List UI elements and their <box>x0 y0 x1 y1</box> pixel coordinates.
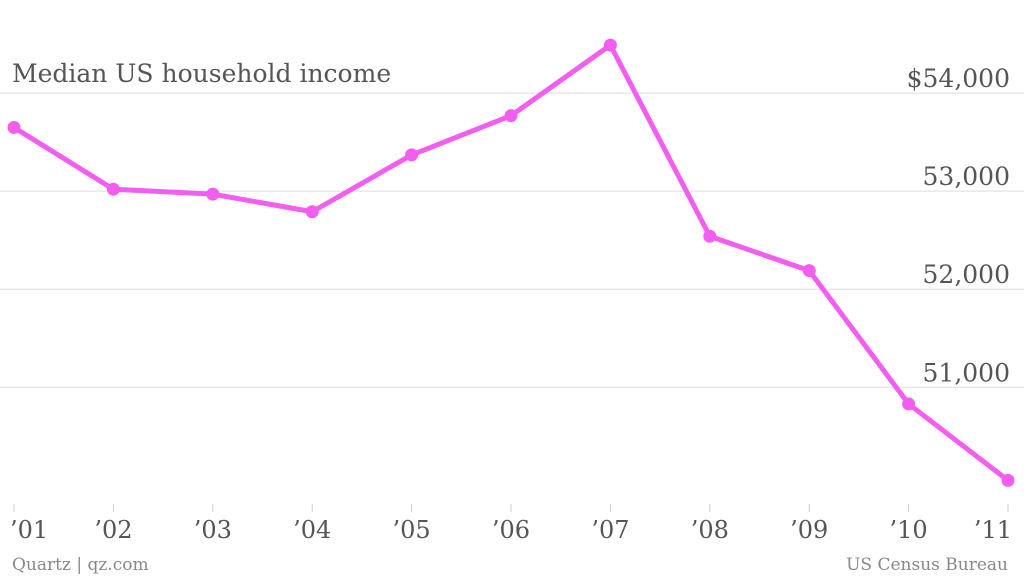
x-tick-label: ’11 <box>974 516 1012 544</box>
x-tick-label: ’08 <box>691 516 729 544</box>
y-tick-label: 52,000 <box>923 260 1010 289</box>
x-tick-label: ’05 <box>393 516 431 544</box>
x-tick-label: ’10 <box>890 516 928 544</box>
x-tick-label: ’03 <box>194 516 232 544</box>
footer-source-left: Quartz | qz.com <box>12 555 149 575</box>
data-point[interactable] <box>603 38 617 52</box>
data-point[interactable] <box>802 264 816 278</box>
chart-title: Median US household income <box>12 59 391 88</box>
data-point[interactable] <box>405 148 419 162</box>
data-point[interactable] <box>106 182 120 196</box>
y-axis-ticks: 51,000 52,000 53,000 $54,000 <box>907 64 1010 387</box>
x-tick-label: ’04 <box>293 516 331 544</box>
x-tick-label: ’07 <box>591 516 629 544</box>
x-tick-label: ’02 <box>94 516 132 544</box>
y-tick-label: $54,000 <box>907 64 1010 93</box>
gridlines <box>0 92 1024 388</box>
x-tick-label: ’09 <box>790 516 828 544</box>
x-tick-label: ’01 <box>10 516 48 544</box>
data-point[interactable] <box>902 397 916 411</box>
data-point[interactable] <box>703 229 717 243</box>
x-tick-label: ’06 <box>492 516 530 544</box>
data-point[interactable] <box>504 109 518 123</box>
data-point[interactable] <box>7 120 21 134</box>
data-point[interactable] <box>1001 473 1015 487</box>
x-axis-ticks: ’01 ’02 ’03 ’04 ’05 ’06 ’07 ’08 ’09 ’10 ’11 <box>10 504 1012 544</box>
y-tick-label: 51,000 <box>923 358 1010 387</box>
footer-source-right: US Census Bureau <box>846 555 1008 575</box>
data-point[interactable] <box>305 205 319 219</box>
y-tick-label: 53,000 <box>923 162 1010 191</box>
series-layer <box>7 38 1015 487</box>
data-point[interactable] <box>206 187 220 201</box>
